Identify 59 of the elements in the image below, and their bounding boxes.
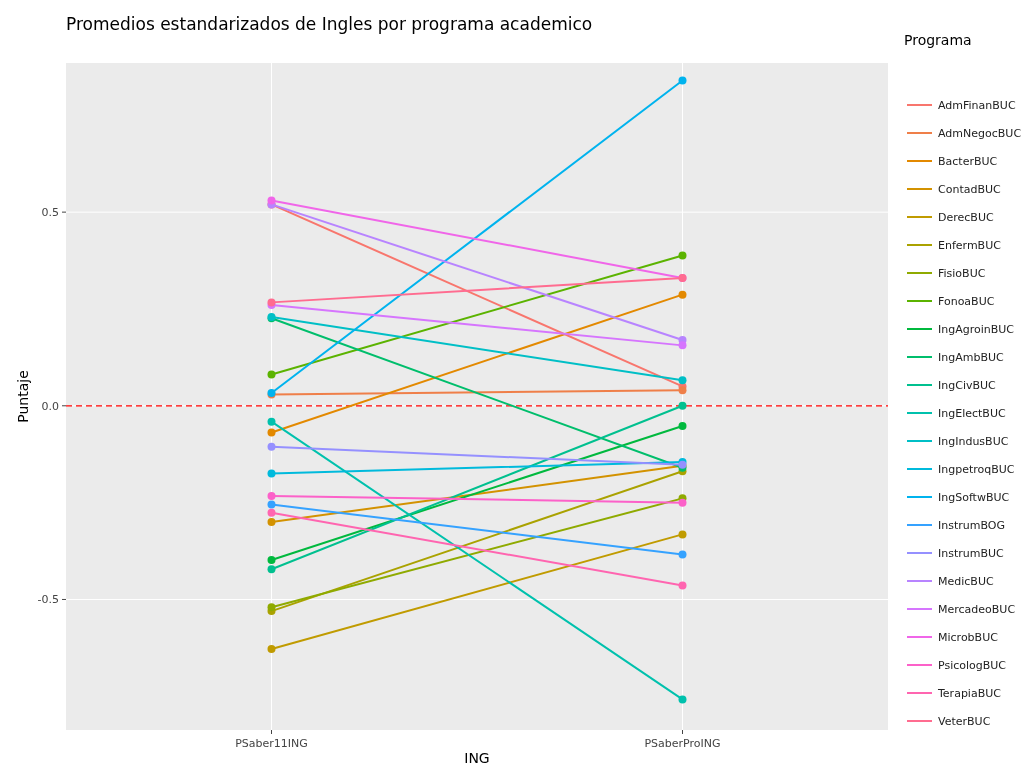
point: [678, 386, 687, 395]
x-axis-title: ING: [464, 750, 490, 766]
legend-label: InstrumBOG: [938, 518, 1006, 532]
legend-label: IngIndusBUC: [938, 434, 1009, 448]
point: [267, 645, 276, 654]
legend-label: IngAgroinBUC: [938, 322, 1015, 336]
point: [267, 196, 276, 205]
point: [678, 695, 687, 704]
point: [678, 550, 687, 559]
legend-label: FisioBUC: [938, 266, 986, 280]
point: [267, 603, 276, 612]
point: [678, 498, 687, 507]
point: [678, 530, 687, 539]
point: [678, 76, 687, 85]
legend-label: IngCivBUC: [938, 378, 997, 392]
x-tick-label: PSaberProING: [644, 737, 721, 750]
legend-label: MercadeoBUC: [938, 602, 1016, 616]
point: [678, 290, 687, 299]
point: [267, 469, 276, 478]
legend-label: ContadBUC: [938, 182, 1002, 196]
x-tick-label: PSaber11ING: [235, 737, 308, 750]
point: [267, 492, 276, 501]
legend-label: IngAmbBUC: [938, 350, 1005, 364]
chart-title: Promedios estandarizados de Ingles por programa academico: [66, 14, 593, 34]
y-axis-title: Puntaje: [15, 370, 31, 423]
point: [678, 251, 687, 260]
legend-label: IngElectBUC: [938, 406, 1006, 420]
legend-label: AdmFinanBUC: [938, 98, 1016, 112]
point: [267, 500, 276, 509]
y-tick-label: 0.5: [41, 205, 59, 219]
legend-label: AdmNegocBUC: [938, 126, 1022, 140]
point: [678, 376, 687, 385]
legend-label: TerapiaBUC: [937, 686, 1002, 700]
legend-label: BacterBUC: [938, 154, 998, 168]
legend-label: PsicologBUC: [938, 658, 1007, 672]
legend-label: IngSoftwBUC: [938, 490, 1010, 504]
y-tick-label: 0.0: [41, 399, 59, 413]
legend-label: MedicBUC: [938, 574, 994, 588]
y-tick-label: -0.5: [37, 593, 59, 607]
legend-label: VeterBUC: [938, 714, 991, 728]
point: [678, 341, 687, 350]
point: [267, 417, 276, 426]
legend-label: IngpetroqBUC: [938, 462, 1015, 476]
point: [267, 508, 276, 517]
legend-title: Programa: [904, 32, 972, 48]
legend-label: InstrumBUC: [938, 546, 1005, 560]
point: [267, 428, 276, 437]
legend-label: EnfermBUC: [938, 238, 1002, 252]
point: [267, 555, 276, 564]
legend-label: MicrobBUC: [938, 630, 999, 644]
point: [267, 565, 276, 574]
point: [267, 442, 276, 451]
point: [678, 421, 687, 430]
point: [267, 518, 276, 526]
point: [678, 581, 687, 590]
legend-label: DerecBUC: [938, 210, 994, 224]
point: [678, 401, 687, 410]
legend-label: FonoaBUC: [938, 294, 995, 308]
point: [267, 370, 276, 379]
